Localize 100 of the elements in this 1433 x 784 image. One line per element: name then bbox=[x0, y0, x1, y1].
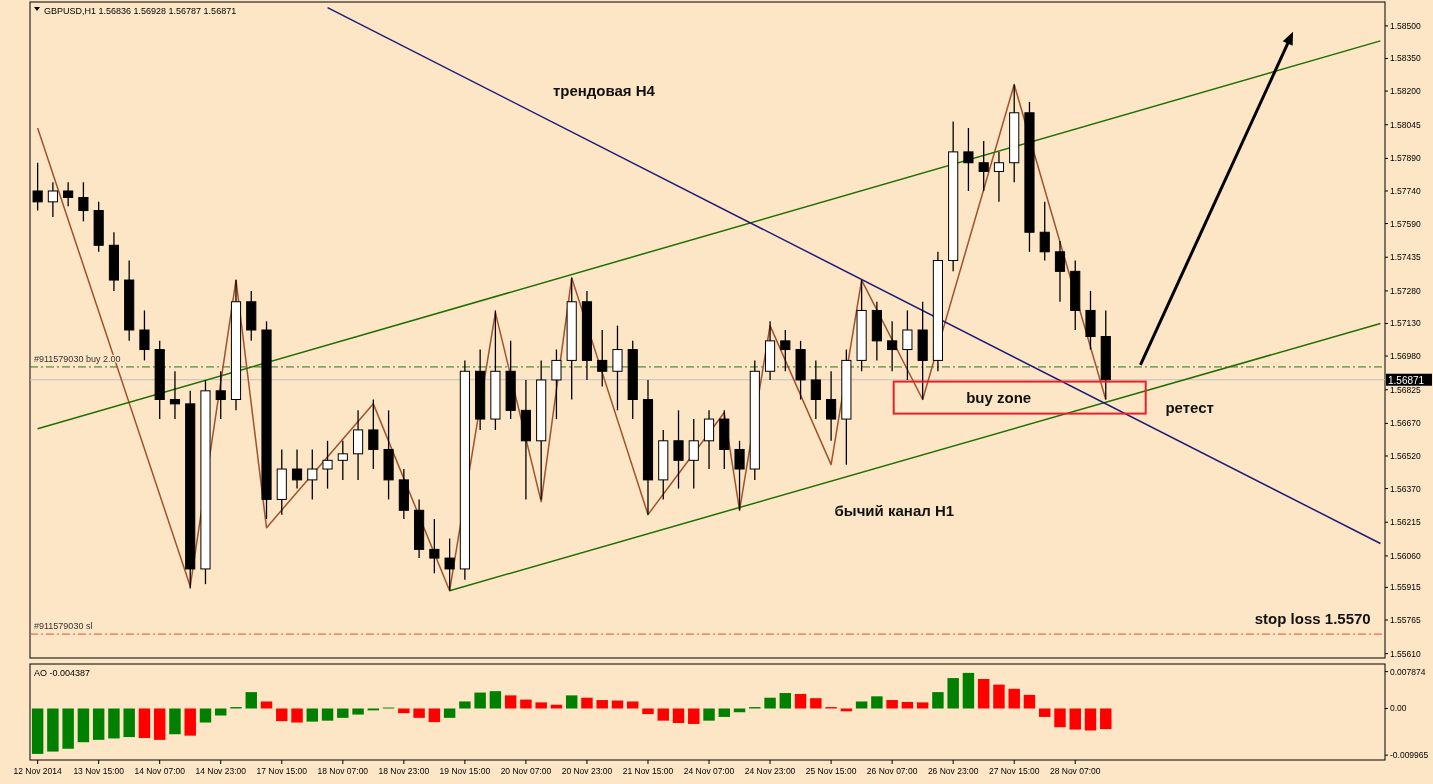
bar bbox=[108, 708, 120, 739]
x-tick-label: 26 Nov 07:00 bbox=[866, 766, 918, 776]
bar bbox=[581, 697, 593, 709]
bar bbox=[886, 700, 898, 709]
y-tick-label: -0.009965 bbox=[1390, 750, 1429, 761]
bar bbox=[77, 708, 90, 743]
bar bbox=[840, 708, 853, 712]
bar bbox=[565, 695, 578, 709]
annotation: buy zone bbox=[966, 388, 1032, 406]
bar bbox=[764, 697, 776, 709]
x-tick-label: 26 Nov 23:00 bbox=[927, 766, 979, 776]
y-tick-label: 1.57130 bbox=[1390, 318, 1421, 329]
bar bbox=[810, 698, 822, 709]
y-tick-label: 1.55610 bbox=[1390, 648, 1421, 659]
candlestick bbox=[47, 181, 58, 218]
candlestick bbox=[32, 162, 43, 212]
bar bbox=[321, 708, 334, 721]
y-tick-label: 1.57435 bbox=[1390, 252, 1421, 263]
candlestick bbox=[993, 151, 1005, 203]
candlestick bbox=[810, 359, 821, 420]
bar bbox=[398, 708, 410, 714]
bar bbox=[352, 708, 364, 715]
x-tick-label: 20 Nov 07:00 bbox=[500, 766, 552, 776]
candlestick bbox=[139, 309, 150, 362]
candlestick bbox=[703, 409, 715, 470]
bar bbox=[947, 678, 959, 709]
candlestick bbox=[337, 440, 348, 481]
bar bbox=[276, 708, 288, 722]
bar bbox=[245, 692, 257, 709]
y-tick-label: 1.57890 bbox=[1390, 153, 1421, 164]
bar bbox=[31, 708, 44, 754]
bar bbox=[962, 672, 975, 709]
x-tick-label: 24 Nov 23:00 bbox=[744, 766, 796, 776]
y-tick-label: 1.58200 bbox=[1390, 86, 1421, 97]
bar bbox=[474, 692, 486, 709]
y-tick-label: 1.57590 bbox=[1390, 218, 1421, 229]
x-tick-label: 20 Nov 23:00 bbox=[561, 766, 613, 776]
y-tick-label: 0.00 bbox=[1390, 703, 1407, 714]
y-tick-label: 1.56370 bbox=[1390, 483, 1421, 494]
x-tick-label: 14 Nov 07:00 bbox=[134, 766, 186, 776]
annotation: бычий канал H1 bbox=[834, 501, 955, 519]
candlestick bbox=[368, 398, 379, 470]
bar bbox=[123, 708, 135, 738]
y-tick-label: 1.55915 bbox=[1390, 582, 1421, 593]
bar bbox=[855, 701, 868, 709]
y-tick-label: 1.58045 bbox=[1390, 119, 1421, 130]
bar bbox=[184, 708, 196, 736]
ref-line-label: #911579030 sl bbox=[34, 621, 93, 632]
annotation: stop loss 1.5570 bbox=[1254, 610, 1371, 628]
text: GBPUSD,H1 1.56836 1.56928 1.56787 1.56871 bbox=[44, 6, 237, 16]
bar bbox=[672, 708, 685, 724]
bar bbox=[779, 693, 792, 709]
x-tick-label: 25 Nov 15:00 bbox=[805, 766, 857, 776]
bar bbox=[993, 684, 1005, 709]
bar bbox=[153, 708, 166, 740]
candlestick bbox=[307, 448, 318, 501]
y-tick-label: 1.55765 bbox=[1390, 614, 1421, 625]
candlestick bbox=[215, 370, 226, 420]
x-tick-label: 12 Nov 2014 bbox=[13, 766, 62, 776]
bar bbox=[718, 708, 731, 717]
candlestick bbox=[63, 181, 74, 207]
bar bbox=[1054, 708, 1066, 728]
candlestick bbox=[673, 409, 684, 490]
bar bbox=[489, 691, 502, 709]
candlestick bbox=[291, 448, 303, 490]
text: AO -0.004387 bbox=[34, 668, 91, 678]
y-tick-label: 1.56520 bbox=[1390, 450, 1421, 461]
bar bbox=[871, 696, 883, 709]
x-tick-label: 13 Nov 15:00 bbox=[73, 766, 125, 776]
bar bbox=[306, 708, 319, 722]
candlestick bbox=[1054, 240, 1066, 303]
bar bbox=[47, 708, 59, 752]
bar bbox=[1084, 708, 1097, 731]
candlestick bbox=[688, 418, 699, 490]
y-tick-label: 0.007874 bbox=[1390, 666, 1426, 677]
y-tick-label: 1.58350 bbox=[1390, 53, 1421, 64]
bar bbox=[169, 708, 181, 735]
y-tick-label: 1.56825 bbox=[1390, 384, 1421, 395]
bar bbox=[932, 692, 944, 709]
x-tick-label: 18 Nov 07:00 bbox=[317, 766, 369, 776]
bar bbox=[92, 708, 105, 740]
x-tick-label: 21 Nov 15:00 bbox=[622, 766, 674, 776]
bar bbox=[459, 701, 471, 709]
bar bbox=[535, 702, 547, 709]
y-tick-label: 1.56215 bbox=[1390, 517, 1421, 528]
candlestick bbox=[597, 329, 608, 388]
bar bbox=[596, 700, 608, 709]
candlestick bbox=[826, 370, 837, 442]
candlestick bbox=[612, 325, 623, 412]
candlestick bbox=[734, 440, 745, 511]
y-tick-label: 1.56980 bbox=[1390, 351, 1421, 362]
bar bbox=[657, 708, 669, 721]
bar bbox=[1069, 708, 1081, 730]
candlestick bbox=[978, 140, 989, 192]
x-tick-label: 24 Nov 07:00 bbox=[683, 766, 735, 776]
x-tick-label: 27 Nov 15:00 bbox=[988, 766, 1040, 776]
bar bbox=[916, 702, 929, 709]
x-tick-label: 18 Nov 23:00 bbox=[378, 766, 430, 776]
x-tick-label: 19 Nov 15:00 bbox=[439, 766, 491, 776]
annotation: трендовая H4 bbox=[552, 82, 656, 100]
